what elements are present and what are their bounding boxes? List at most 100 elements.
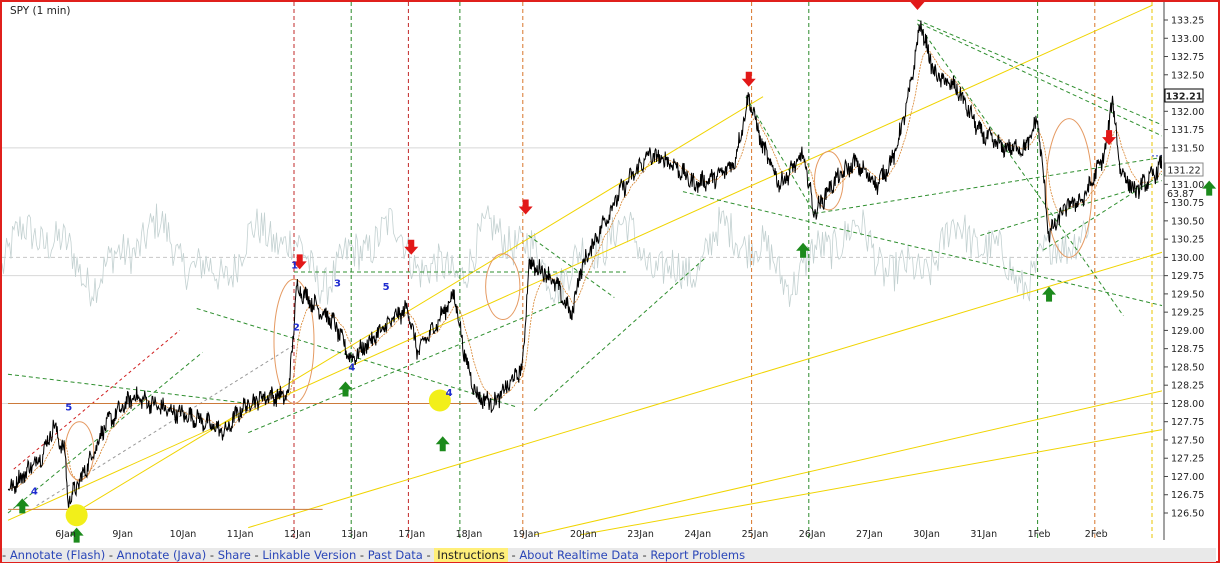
x-tick-label: 11Jan bbox=[227, 529, 254, 540]
down-arrow-icon bbox=[518, 199, 533, 215]
y-tick-label: 129.25 bbox=[1171, 308, 1204, 319]
footer-link[interactable]: Instructions bbox=[434, 548, 508, 562]
price-series bbox=[7, 20, 1162, 510]
wave-number-label: 2 bbox=[293, 322, 300, 333]
y-tick-label: 130.75 bbox=[1171, 198, 1204, 209]
x-tick-label: 2Feb bbox=[1085, 529, 1108, 540]
footer-separator: - bbox=[422, 548, 435, 562]
signal-markers: 4 5 1 2 3 4 5 4 bbox=[15, 0, 1217, 543]
green-trendline bbox=[917, 19, 1162, 126]
wave-number-label: 4 bbox=[31, 487, 38, 498]
x-tick-label: 31Jan bbox=[970, 529, 997, 540]
footer-separator: - bbox=[507, 548, 520, 562]
gray-trendline bbox=[36, 344, 295, 507]
yellow-trendline bbox=[248, 251, 1162, 529]
y-tick-label: 131.75 bbox=[1171, 125, 1204, 136]
footer-link[interactable]: Report Problems bbox=[650, 548, 746, 562]
y-tick-label: 133.00 bbox=[1171, 34, 1204, 45]
y-tick-label: 126.75 bbox=[1171, 490, 1204, 501]
horizontal-gridlines bbox=[2, 147, 1164, 404]
x-tick-label: 26Jan bbox=[799, 529, 826, 540]
y-tick-label: 128.75 bbox=[1171, 344, 1204, 355]
x-tick-label: 25Jan bbox=[742, 529, 769, 540]
wave-number-label: 1 bbox=[291, 260, 298, 271]
footer-link[interactable]: Annotate (Java) bbox=[116, 548, 207, 562]
wave-number-label: 3 bbox=[334, 279, 341, 290]
up-arrow-icon bbox=[435, 436, 450, 452]
y-tick-label: 130.50 bbox=[1171, 216, 1204, 227]
x-tick-label: 10Jan bbox=[170, 529, 197, 540]
y-tick-label: 131.00 bbox=[1171, 180, 1204, 191]
footer-link[interactable]: About Realtime Data bbox=[519, 548, 639, 562]
yellow-dot bbox=[428, 389, 451, 412]
y-tick-label: 128.25 bbox=[1171, 381, 1204, 392]
y-tick-label: 132.75 bbox=[1171, 52, 1204, 63]
x-tick-label: 9Jan bbox=[112, 529, 133, 540]
yellow-trendline bbox=[7, 4, 1153, 521]
price-line bbox=[7, 20, 1162, 510]
x-tick-label: 20Jan bbox=[570, 529, 597, 540]
x-tick-label: 30Jan bbox=[913, 529, 940, 540]
y-tick-label: 132.50 bbox=[1171, 70, 1204, 81]
last-price-badge: 132.21 bbox=[1164, 88, 1204, 103]
footer-separator: - bbox=[105, 548, 117, 562]
yellow-dot bbox=[65, 504, 88, 527]
y-tick-label: 128.00 bbox=[1171, 399, 1204, 410]
footer-separator: - bbox=[356, 548, 368, 562]
cycle-ellipse bbox=[273, 278, 315, 404]
moving-average bbox=[7, 49, 1162, 491]
y-tick-label: 132.00 bbox=[1171, 107, 1204, 118]
yellow-trendline bbox=[579, 429, 1162, 536]
green-trendline bbox=[528, 235, 615, 298]
footer-bar: - Annotate (Flash) - Annotate (Java) - S… bbox=[2, 548, 1216, 562]
x-tick-label: 18Jan bbox=[456, 529, 483, 540]
y-tick-label: 127.25 bbox=[1171, 454, 1204, 465]
down-arrow-icon bbox=[404, 239, 419, 255]
footer-link[interactable]: Linkable Version bbox=[262, 548, 357, 562]
x-tick-label: 19Jan bbox=[513, 529, 540, 540]
footer-link[interactable]: Past Data bbox=[367, 548, 423, 562]
cycle-ellipse bbox=[485, 253, 521, 320]
x-tick-label: 27Jan bbox=[856, 529, 883, 540]
indicator-value-label: 63.87 bbox=[1167, 189, 1194, 200]
last-price-label: 132.21 bbox=[1166, 92, 1203, 103]
green-trendline bbox=[1043, 173, 1162, 251]
yellow-trendline bbox=[534, 390, 1162, 536]
green-trendline bbox=[7, 373, 249, 404]
y-tick-label: 127.00 bbox=[1171, 472, 1204, 483]
footer-separator: - bbox=[250, 548, 263, 562]
footer-separator: - bbox=[638, 548, 651, 562]
x-tick-label: 24Jan bbox=[684, 529, 711, 540]
up-arrow-icon bbox=[338, 381, 353, 397]
green-trendline bbox=[980, 180, 1162, 236]
x-tick-label: 12Jan bbox=[284, 529, 311, 540]
y-tick-label: 133.25 bbox=[1171, 16, 1204, 27]
y-tick-label: 130.25 bbox=[1171, 235, 1204, 246]
y-tick-label: 127.50 bbox=[1171, 435, 1204, 446]
y-tick-label: 130.00 bbox=[1171, 253, 1204, 264]
wave-number-label: 4 bbox=[446, 388, 453, 399]
up-arrow-icon bbox=[69, 527, 84, 543]
down-arrow-icon bbox=[910, 0, 925, 11]
yellow-trendline bbox=[70, 96, 764, 516]
footer-link[interactable]: Share bbox=[217, 548, 251, 562]
up-arrow-icon bbox=[15, 498, 30, 514]
wave-number-label: 5 bbox=[383, 282, 390, 293]
green-trendline bbox=[920, 23, 1162, 137]
footer-link[interactable]: Annotate (Flash) bbox=[9, 548, 106, 562]
y-tick-label: 127.75 bbox=[1171, 417, 1204, 428]
y-tick-label: 126.50 bbox=[1171, 509, 1204, 520]
green-trendline bbox=[745, 96, 815, 214]
down-arrow-icon bbox=[1102, 130, 1117, 146]
footer-separator: - bbox=[206, 548, 218, 562]
green-trendline bbox=[7, 351, 203, 514]
chart-title: SPY (1 min) bbox=[10, 5, 71, 17]
footer-separator: - bbox=[2, 548, 10, 562]
x-tick-label: 6Jan bbox=[55, 529, 76, 540]
day-separator-lines bbox=[293, 2, 1153, 540]
x-tick-label: 1Feb bbox=[1028, 529, 1051, 540]
red-trendline bbox=[13, 330, 180, 470]
plot-area bbox=[2, 2, 1164, 540]
